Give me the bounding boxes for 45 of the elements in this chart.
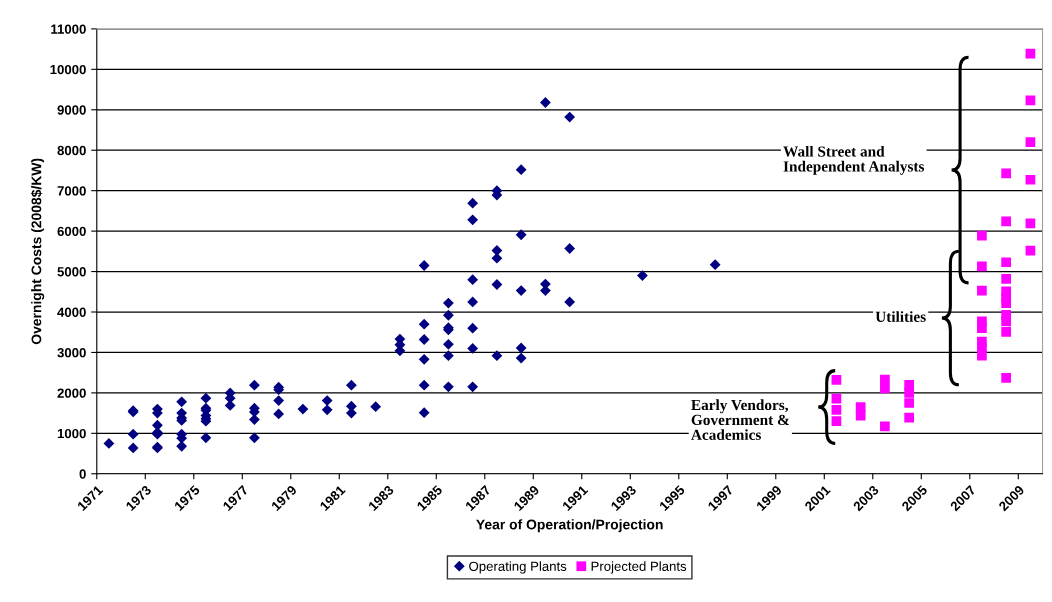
y-tick-label: 5000 bbox=[57, 267, 86, 277]
point bbox=[977, 285, 987, 296]
point bbox=[1001, 168, 1012, 179]
point bbox=[977, 230, 987, 241]
y-tick-label: 2000 bbox=[57, 388, 86, 398]
point bbox=[904, 412, 915, 423]
point bbox=[1001, 257, 1012, 268]
y-tick-label: 6000 bbox=[57, 226, 86, 237]
point bbox=[904, 388, 915, 398]
point bbox=[1001, 326, 1012, 337]
point bbox=[831, 375, 842, 385]
point bbox=[1001, 216, 1012, 227]
x-axis-title: Year of Operation/Projection bbox=[476, 519, 663, 533]
point bbox=[880, 383, 890, 394]
point bbox=[880, 374, 890, 385]
y-tick-label: 9000 bbox=[57, 105, 86, 115]
annotation: Utilities bbox=[875, 311, 926, 322]
point bbox=[1001, 298, 1012, 308]
point bbox=[831, 416, 842, 427]
legend-label: Operating Plants bbox=[469, 561, 567, 574]
point bbox=[904, 398, 915, 408]
point bbox=[1025, 174, 1036, 185]
point bbox=[855, 410, 866, 421]
y-tick-label: 4000 bbox=[57, 307, 86, 317]
point bbox=[1001, 316, 1012, 327]
point bbox=[977, 323, 987, 334]
y-tick-label: 10000 bbox=[50, 64, 86, 75]
point bbox=[977, 350, 987, 361]
annotation: Wall Street and Independent Analysts bbox=[783, 145, 925, 175]
annotation: Early Vendors, Government & Academics bbox=[691, 399, 790, 440]
y-tick-label: 8000 bbox=[57, 145, 86, 156]
point bbox=[880, 421, 890, 432]
point bbox=[831, 405, 842, 415]
legend-label: Projected Plants bbox=[591, 561, 687, 574]
y-axis-title: Overnight Costs (2008$/KW) bbox=[30, 158, 45, 345]
point bbox=[855, 402, 866, 412]
point bbox=[977, 261, 987, 272]
y-tick-label: 1000 bbox=[57, 428, 86, 439]
point bbox=[1001, 273, 1012, 284]
y-tick-label: 0 bbox=[79, 469, 86, 479]
point bbox=[1001, 373, 1012, 383]
y-tick-label: 3000 bbox=[57, 348, 86, 358]
point bbox=[1025, 137, 1036, 147]
y-tick-label: 11000 bbox=[51, 24, 86, 34]
y-tick-label: 7000 bbox=[57, 186, 86, 196]
